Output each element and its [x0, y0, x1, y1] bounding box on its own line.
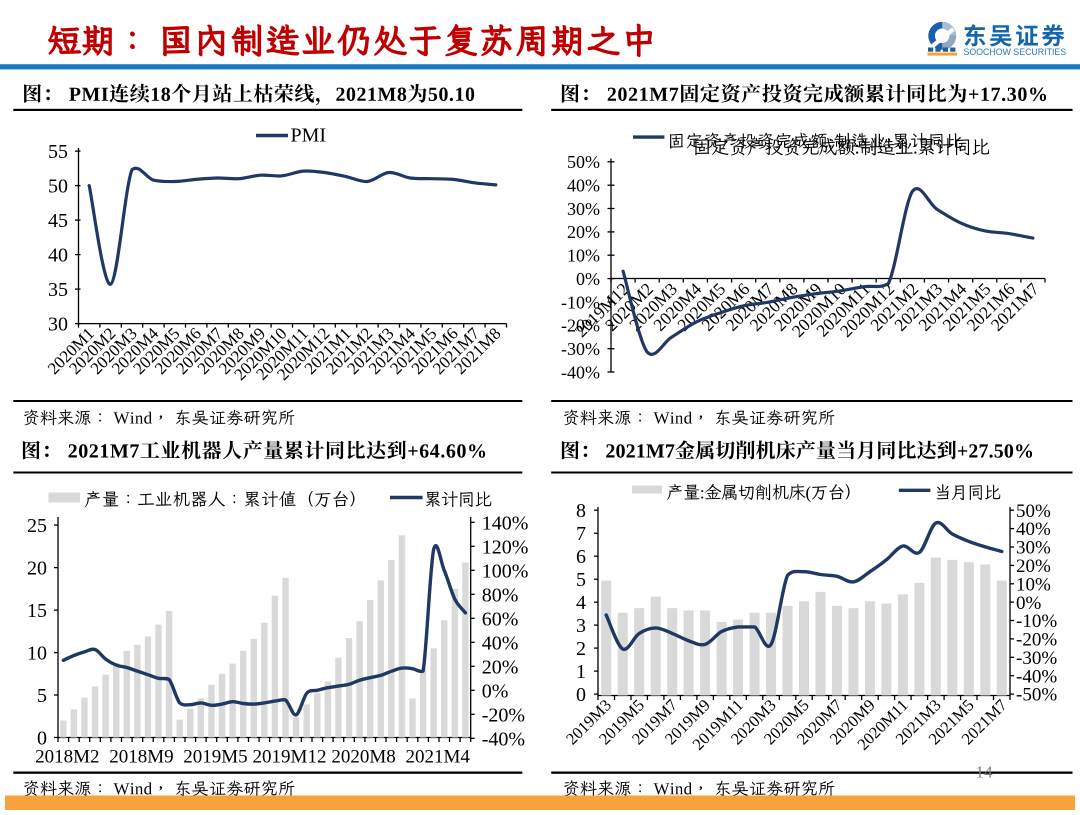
svg-text:4: 4	[576, 592, 586, 614]
svg-text:50: 50	[48, 175, 68, 197]
svg-text:140%: 140%	[482, 512, 529, 534]
svg-text:2021M4: 2021M4	[405, 747, 470, 768]
svg-text:8: 8	[576, 500, 586, 522]
svg-text:-40%: -40%	[561, 362, 600, 382]
svg-text:-10%: -10%	[561, 292, 600, 312]
svg-text:0%: 0%	[576, 269, 600, 289]
svg-text:7: 7	[576, 523, 586, 545]
svg-text:2: 2	[576, 638, 586, 660]
svg-text:2019M12: 2019M12	[253, 747, 327, 768]
svg-text:6: 6	[576, 546, 586, 568]
svg-text:-40%: -40%	[482, 728, 525, 750]
svg-text:0: 0	[37, 728, 47, 750]
svg-text:2020M8: 2020M8	[331, 747, 395, 768]
svg-text:40%: 40%	[1016, 519, 1051, 540]
svg-text:1: 1	[576, 661, 586, 683]
svg-text:0%: 0%	[1016, 593, 1042, 614]
svg-text:45: 45	[48, 210, 68, 232]
svg-text:100%: 100%	[482, 560, 529, 582]
svg-text:120%: 120%	[482, 536, 529, 558]
svg-text:25: 25	[27, 515, 47, 537]
svg-text:-30%: -30%	[561, 339, 600, 359]
svg-text:80%: 80%	[482, 584, 519, 606]
svg-text:0%: 0%	[482, 680, 509, 702]
svg-text:40: 40	[48, 244, 68, 266]
svg-text:-20%: -20%	[1016, 630, 1057, 651]
svg-text:3: 3	[576, 615, 586, 637]
svg-text:5: 5	[576, 569, 586, 591]
svg-text:2019M5: 2019M5	[183, 747, 247, 768]
svg-text:35: 35	[48, 279, 68, 301]
svg-text:20%: 20%	[567, 222, 600, 242]
svg-text:0: 0	[576, 684, 586, 706]
svg-text:20: 20	[27, 558, 47, 580]
svg-text:50%: 50%	[567, 152, 600, 172]
svg-text:15: 15	[27, 600, 47, 622]
svg-text:-30%: -30%	[1016, 648, 1057, 669]
svg-text:30%: 30%	[567, 199, 600, 219]
svg-text:10%: 10%	[567, 246, 600, 266]
svg-text:30%: 30%	[1016, 538, 1051, 559]
svg-text:55: 55	[48, 141, 68, 163]
svg-text:40%: 40%	[567, 176, 600, 196]
svg-text:2018M2: 2018M2	[35, 747, 99, 768]
svg-text:5: 5	[37, 685, 47, 707]
svg-text:20%: 20%	[482, 656, 519, 678]
svg-text:50%: 50%	[1016, 501, 1051, 522]
svg-text:-20%: -20%	[561, 316, 600, 336]
svg-text:PMI: PMI	[291, 124, 327, 146]
svg-text:10: 10	[27, 643, 47, 665]
svg-text:14: 14	[976, 763, 994, 782]
svg-text:-10%: -10%	[1016, 611, 1057, 632]
svg-text:40%: 40%	[482, 632, 519, 654]
svg-text:-40%: -40%	[1016, 666, 1057, 687]
svg-text:-50%: -50%	[1016, 685, 1057, 706]
svg-text:SOOCHOW SECURITIES: SOOCHOW SECURITIES	[964, 47, 1067, 57]
svg-text:-20%: -20%	[482, 704, 525, 726]
svg-text:2018M9: 2018M9	[109, 747, 173, 768]
svg-text:30: 30	[48, 313, 68, 335]
svg-text:20%: 20%	[1016, 556, 1051, 577]
svg-text:10%: 10%	[1016, 574, 1051, 595]
svg-text:60%: 60%	[482, 608, 519, 630]
